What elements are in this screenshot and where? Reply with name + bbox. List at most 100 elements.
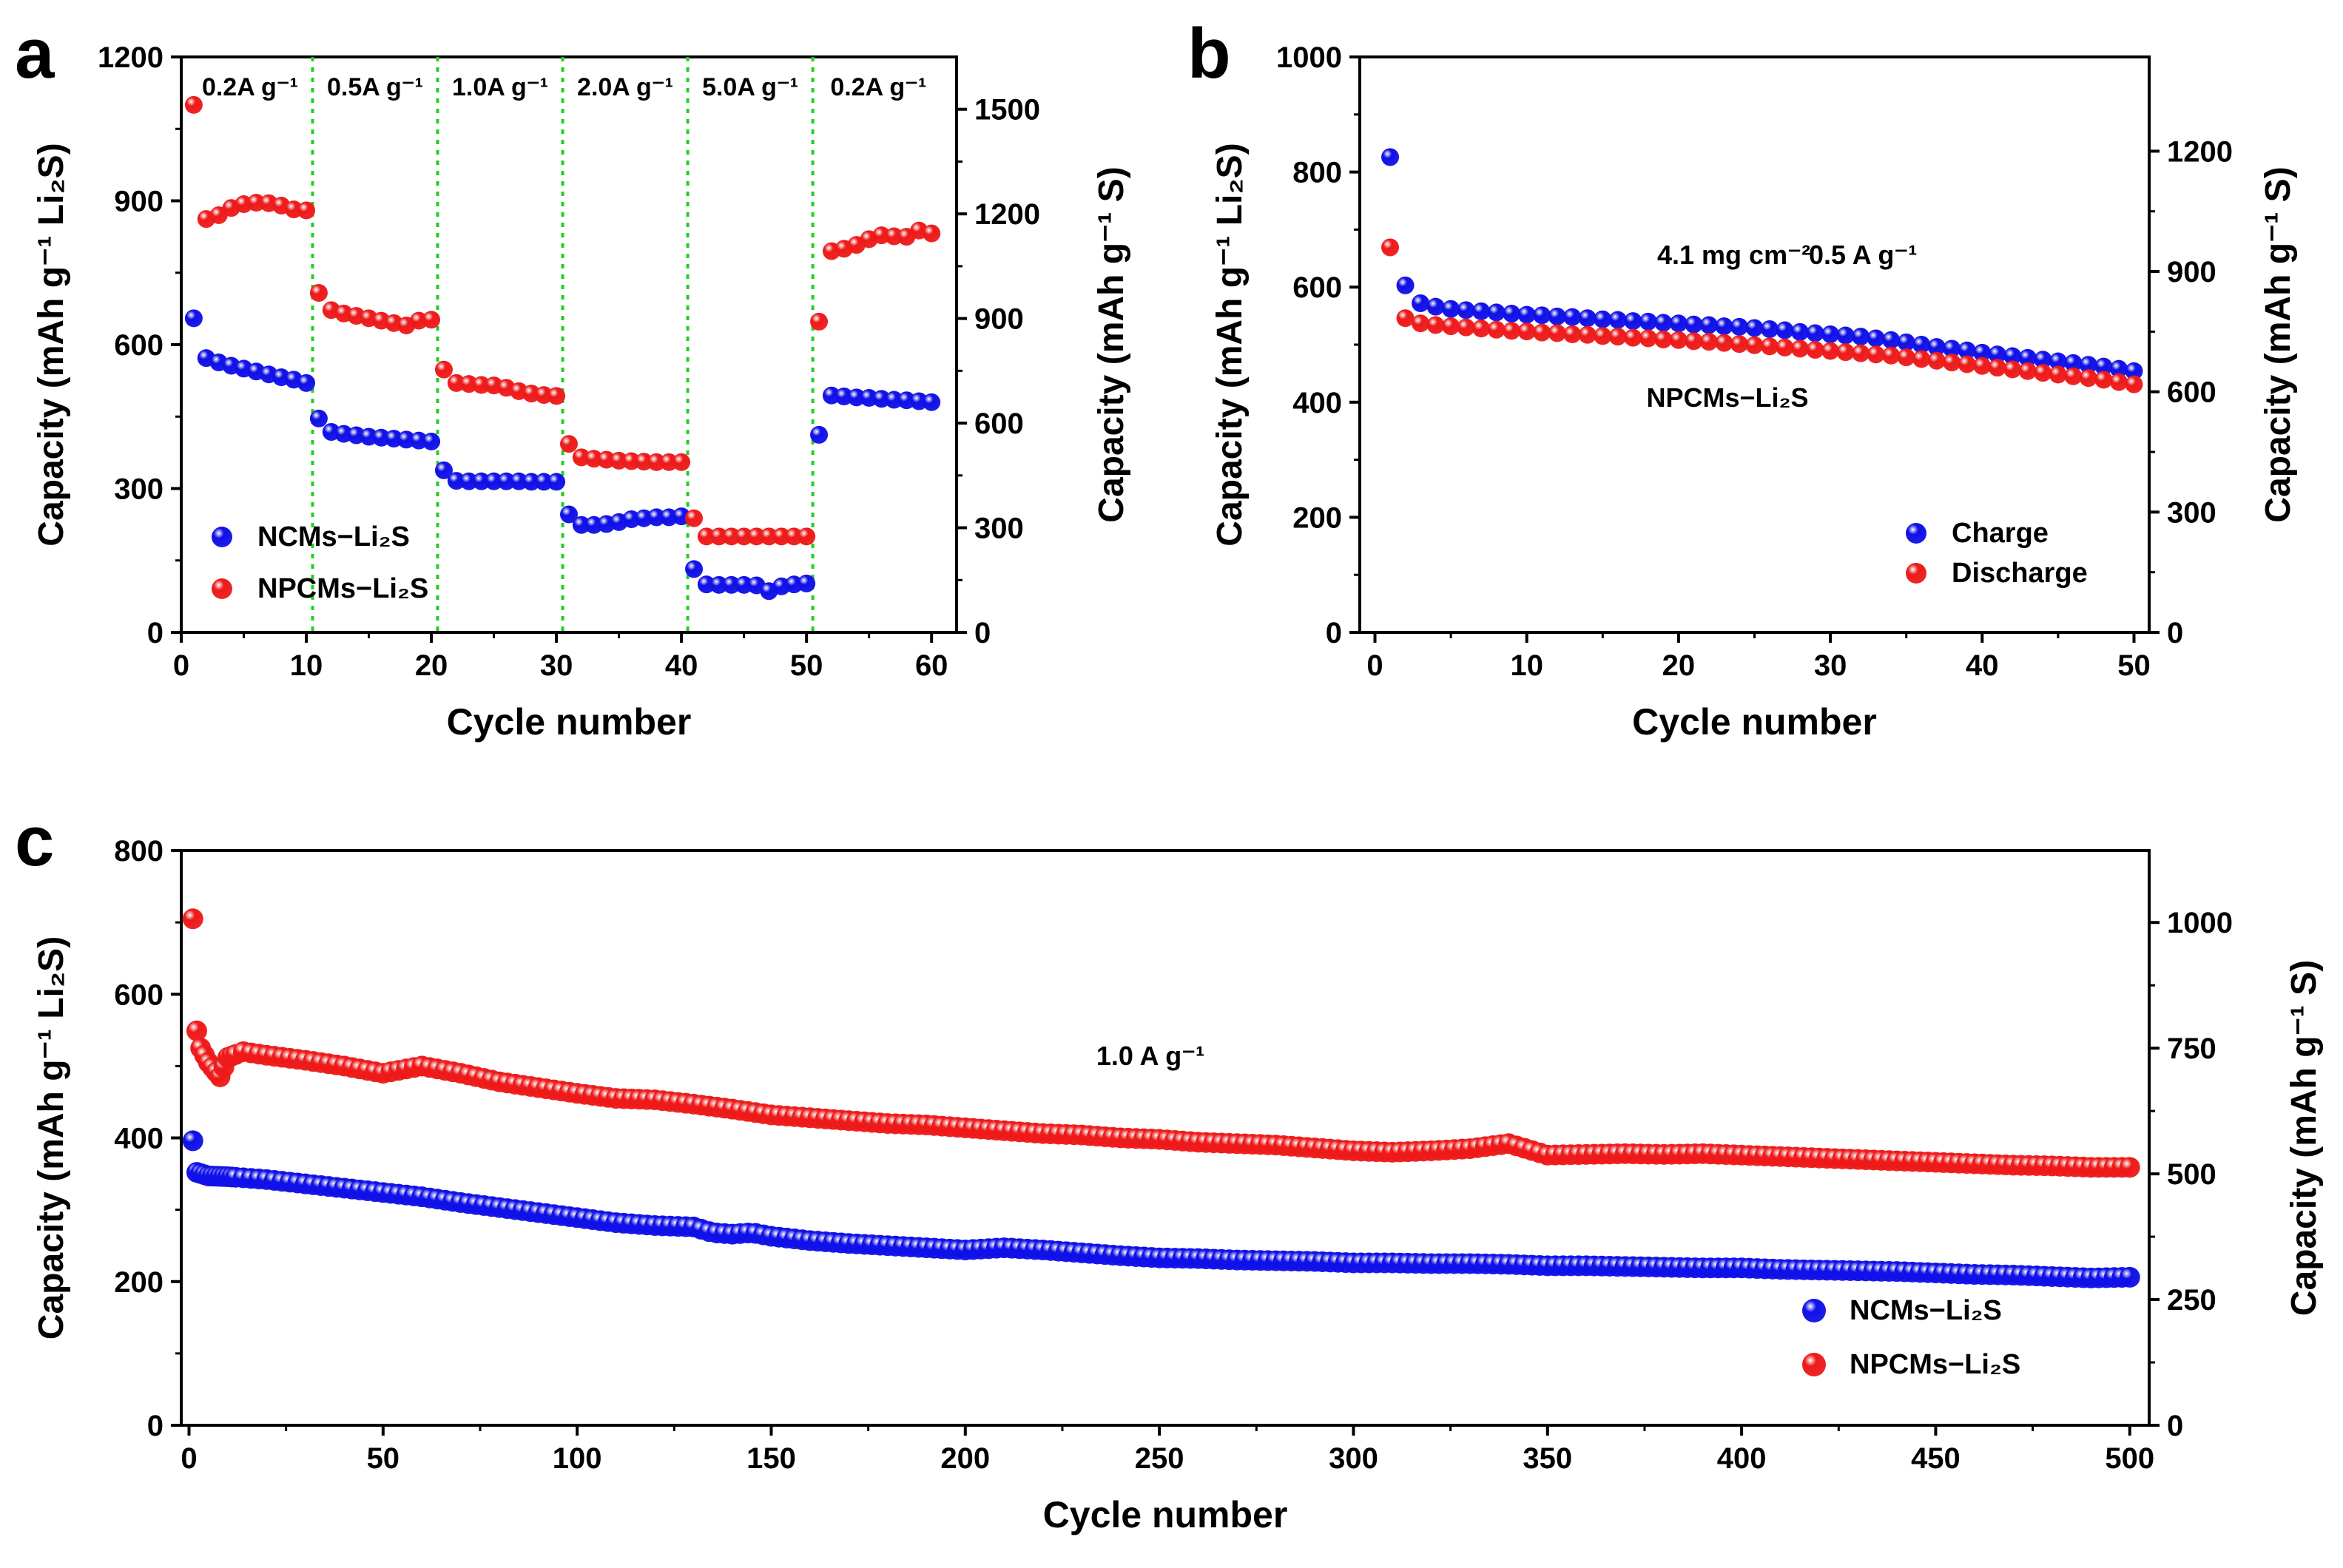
data-point: [560, 505, 578, 524]
series-0: [1381, 148, 2143, 380]
data-point: [923, 224, 941, 243]
y-right-tick-label: 500: [2167, 1158, 2216, 1191]
rate-label: 0.2A g⁻¹: [202, 73, 298, 101]
y-right-tick-label: 0: [974, 617, 991, 649]
y-tick-label: 1200: [98, 41, 163, 74]
y-right-tick-label: 1200: [974, 198, 1040, 231]
data-point: [2125, 362, 2143, 380]
x-tick-label: 10: [290, 649, 323, 682]
data-point: [1412, 314, 1430, 333]
data-point: [184, 309, 203, 328]
data-point: [1730, 335, 1748, 354]
data-point: [2079, 356, 2097, 374]
x-tick-label: 30: [540, 649, 573, 682]
legend-marker: [1802, 1353, 1826, 1376]
data-point: [1487, 303, 1506, 322]
data-point: [1882, 331, 1901, 349]
data-point: [459, 472, 478, 490]
data-point: [1442, 317, 1460, 336]
rate-label: 0.5A g⁻¹: [327, 73, 423, 101]
data-point: [184, 95, 203, 114]
y-tick-label: 600: [114, 329, 163, 362]
data-point: [2079, 369, 2097, 388]
data-point: [182, 908, 203, 930]
data-point: [1715, 317, 1733, 336]
y-tick-label: 200: [114, 1266, 163, 1299]
x-axis-title: Cycle number: [1632, 701, 1877, 743]
rate-label: 1.0A g⁻¹: [452, 73, 548, 101]
data-point: [709, 575, 728, 594]
y-right-axis-title: Capacity (mAh g⁻¹ S): [2259, 166, 2298, 522]
data-point: [685, 560, 704, 578]
data-point: [635, 453, 653, 471]
data-point: [622, 452, 641, 470]
panel-c: c 0 50 100 150 200 250 300 350 400 450 500 0 200 400 60…: [15, 802, 2324, 1535]
data-point: [610, 451, 628, 470]
data-point: [1396, 276, 1415, 294]
legend-marker: [1906, 523, 1926, 544]
data-point: [297, 201, 316, 220]
data-point: [422, 432, 441, 450]
data-point: [1958, 341, 1976, 359]
data-point: [1639, 312, 1657, 331]
x-tick-label: 350: [1523, 1442, 1572, 1475]
x-tick-label: 40: [665, 649, 698, 682]
data-point: [309, 283, 328, 302]
x-tick-label: 0: [173, 649, 189, 682]
data-point: [810, 312, 829, 331]
x-tick-label: 60: [915, 649, 948, 682]
data-point: [1852, 344, 1870, 362]
data-point: [1381, 238, 1400, 257]
panel-label: c: [15, 802, 54, 881]
x-tick-label: 50: [367, 1442, 400, 1475]
data-point: [434, 461, 453, 479]
data-point: [2119, 1266, 2140, 1288]
data-point: [1685, 315, 1703, 334]
y-tick-label: 400: [114, 1123, 163, 1155]
data-point: [1943, 354, 1961, 372]
panel-label: a: [15, 14, 55, 93]
annotation: 4.1 mg cm⁻²: [1657, 240, 1810, 270]
data-point: [810, 425, 829, 444]
data-point: [722, 575, 741, 594]
y-tick-label: 1000: [1276, 41, 1342, 74]
data-point: [1457, 318, 1475, 337]
y-right-axis-title: Capacity (mAh g⁻¹ S): [1092, 166, 1131, 522]
data-point: [1897, 333, 1915, 351]
data-point: [472, 472, 490, 490]
y-right-tick-label: 1000: [2167, 907, 2233, 939]
data-point: [1927, 338, 1946, 356]
data-point: [1594, 327, 1612, 345]
data-point: [1761, 320, 1779, 338]
data-point: [2094, 357, 2113, 376]
y-right-tick-label: 900: [974, 303, 1024, 336]
data-point: [1412, 294, 1430, 312]
data-point: [1685, 332, 1703, 351]
data-point: [2094, 371, 2113, 389]
x-tick-label: 200: [940, 1442, 990, 1475]
data-point: [1578, 309, 1597, 328]
data-point: [1699, 316, 1718, 334]
data-point: [798, 527, 816, 546]
data-point: [1730, 317, 1748, 336]
x-tick-label: 150: [746, 1442, 796, 1475]
legend-label: NCMs−Li₂S: [1850, 1295, 2002, 1326]
data-point: [647, 508, 666, 527]
y-right-tick-label: 600: [974, 408, 1024, 440]
data-point: [1578, 325, 1597, 344]
data-point: [1517, 305, 1536, 324]
data-point: [1487, 320, 1506, 339]
data-point: [485, 472, 503, 490]
data-point: [697, 527, 715, 546]
data-point: [1381, 148, 1400, 166]
data-point: [422, 311, 441, 329]
x-tick-label: 10: [1510, 649, 1543, 682]
data-point: [2125, 375, 2143, 393]
data-point: [2064, 367, 2083, 385]
x-tick-label: 20: [1662, 649, 1696, 682]
data-point: [1639, 329, 1657, 348]
y-right-tick-label: 1500: [974, 94, 1040, 126]
x-tick-label: 40: [1966, 649, 1999, 682]
data-point: [885, 227, 903, 246]
